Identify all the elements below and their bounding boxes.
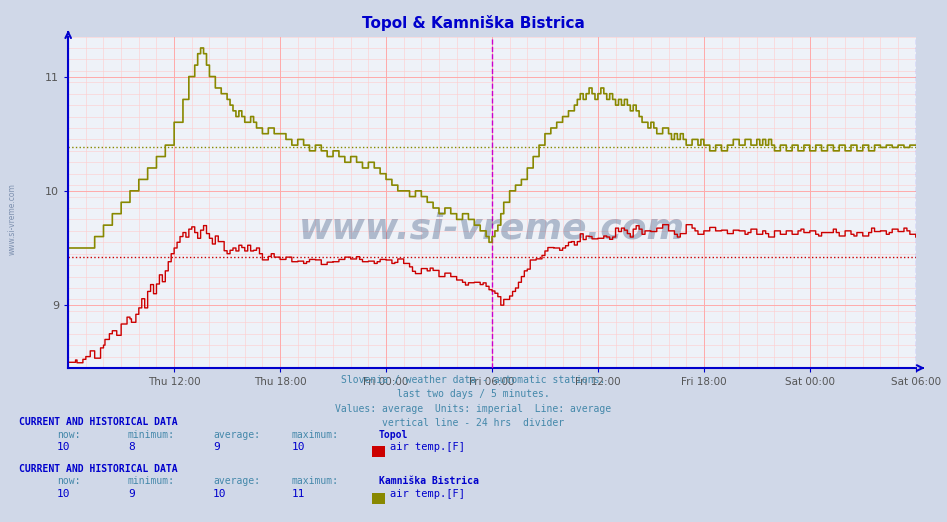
Text: CURRENT AND HISTORICAL DATA: CURRENT AND HISTORICAL DATA <box>19 464 178 474</box>
Text: Slovenia / weather data - automatic stations.
last two days / 5 minutes.
Values:: Slovenia / weather data - automatic stat… <box>335 375 612 428</box>
Text: 10: 10 <box>57 442 70 452</box>
Text: 11: 11 <box>292 489 305 499</box>
Text: air temp.[F]: air temp.[F] <box>390 442 465 452</box>
Text: minimum:: minimum: <box>128 431 175 441</box>
Text: air temp.[F]: air temp.[F] <box>390 489 465 499</box>
Text: 8: 8 <box>128 442 134 452</box>
Text: 10: 10 <box>213 489 226 499</box>
Text: minimum:: minimum: <box>128 477 175 487</box>
Text: now:: now: <box>57 431 80 441</box>
Text: average:: average: <box>213 431 260 441</box>
Text: average:: average: <box>213 477 260 487</box>
Text: 10: 10 <box>292 442 305 452</box>
Text: www.si-vreme.com: www.si-vreme.com <box>8 183 17 255</box>
Text: 9: 9 <box>128 489 134 499</box>
Text: maximum:: maximum: <box>292 431 339 441</box>
Text: now:: now: <box>57 477 80 487</box>
Text: 10: 10 <box>57 489 70 499</box>
Text: Topol & Kamniška Bistrica: Topol & Kamniška Bistrica <box>362 16 585 31</box>
Text: Topol: Topol <box>379 431 408 441</box>
Text: Kamniška Bistrica: Kamniška Bistrica <box>379 477 478 487</box>
Text: CURRENT AND HISTORICAL DATA: CURRENT AND HISTORICAL DATA <box>19 418 178 428</box>
Text: maximum:: maximum: <box>292 477 339 487</box>
Text: 9: 9 <box>213 442 220 452</box>
Text: www.si-vreme.com: www.si-vreme.com <box>299 212 685 246</box>
